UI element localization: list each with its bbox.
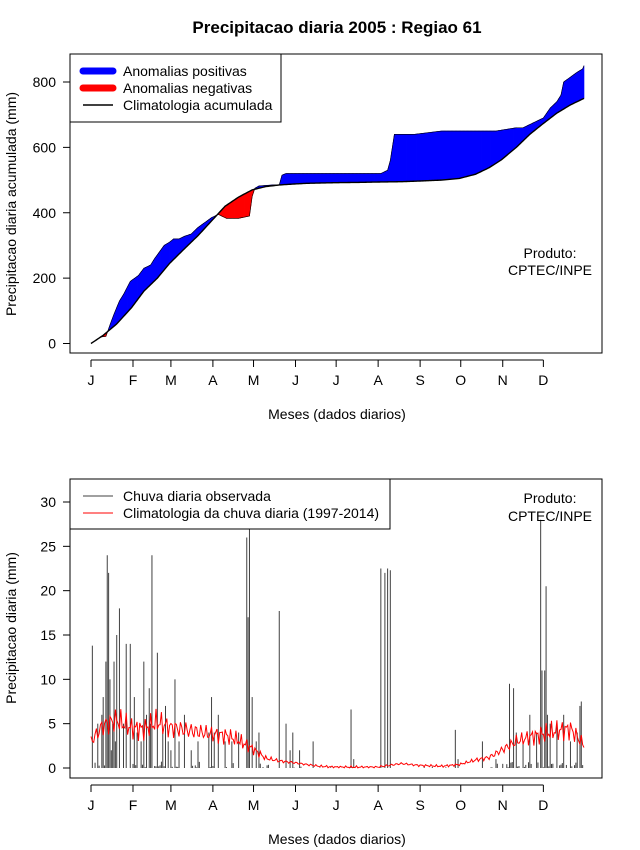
bottom-legend: Chuva diaria observada Climatologia da c…: [69, 478, 391, 530]
top-x-tick-label: S: [415, 372, 424, 388]
bottom-x-tick-label: A: [208, 797, 218, 813]
bottom-x-tick-label: N: [498, 797, 508, 813]
top-x-tick-label: D: [538, 372, 548, 388]
bottom-y-tick-label: 5: [48, 716, 56, 732]
bottom-y-tick-label: 10: [40, 671, 56, 687]
top-y-tick-label: 0: [48, 336, 56, 352]
bottom-x-tick-label: A: [373, 797, 383, 813]
legend-climatology-daily-label: Climatologia da chuva diaria (1997-2014): [123, 505, 379, 521]
bottom-y-axis-label: Precipitacao diaria (mm): [3, 552, 19, 704]
top-y-axis-label: Precipitacao diaria acumulada (mm): [3, 92, 19, 316]
observed-rain-bars: [91, 519, 584, 768]
top-y-tick-label: 400: [33, 205, 57, 221]
top-climatology-line: [90, 97, 585, 345]
bottom-x-tick-label: M: [165, 797, 177, 813]
bottom-x-tick-label: D: [538, 797, 548, 813]
top-legend: Anomalias positivas Anomalias negativas …: [69, 53, 282, 123]
top-y-tick-label: 200: [33, 270, 57, 286]
top-x-tick-label: F: [129, 372, 138, 388]
chart-title: Precipitacao diaria 2005 : Regiao 61: [192, 18, 481, 37]
bottom-x-axis-label: Meses (dados diarios): [268, 831, 406, 847]
bottom-panel: 0 5 10 15 20 25 30 J F M A M J J A S O N D Precipitacao d…: [3, 478, 603, 847]
bottom-x-tick-label: M: [248, 797, 260, 813]
top-x-tick-label: A: [208, 372, 218, 388]
top-credit-cptec: CPTEC/INPE: [508, 262, 592, 278]
bottom-x-tick-label: F: [129, 797, 138, 813]
legend-observed-label: Chuva diaria observada: [123, 488, 271, 504]
legend-positive-label: Anomalias positivas: [123, 63, 247, 79]
bottom-y-tick-label: 0: [48, 760, 56, 776]
bottom-climatology-line: [90, 708, 585, 769]
bottom-x-tick-label: J: [292, 797, 299, 813]
top-x-tick-label: O: [455, 372, 466, 388]
legend-negative-label: Anomalias negativas: [123, 80, 252, 96]
top-x-tick-label: A: [373, 372, 383, 388]
bottom-legend-box: [69, 478, 391, 530]
top-anomaly-areas: [90, 65, 585, 344]
top-y-tick-label: 800: [33, 74, 57, 90]
bottom-x-tick-label: J: [333, 797, 340, 813]
top-credit-produto: Produto:: [524, 245, 577, 261]
top-y-axis: 0 200 400 600 800: [33, 74, 71, 352]
legend-climatology-label: Climatologia acumulada: [123, 97, 273, 113]
bottom-credit-cptec: CPTEC/INPE: [508, 508, 592, 524]
bottom-y-tick-label: 20: [40, 583, 56, 599]
bottom-y-tick-label: 25: [40, 538, 56, 554]
top-x-tick-label: J: [292, 372, 299, 388]
top-x-tick-label: M: [165, 372, 177, 388]
top-x-tick-label: N: [498, 372, 508, 388]
top-panel: 0 200 400 600 800 J F M A M J J A S O N D Precipitacao …: [3, 53, 603, 422]
positive-anomaly-segment: [582, 65, 585, 100]
top-x-tick-label: J: [88, 372, 95, 388]
top-x-axis-label: Meses (dados diarios): [268, 406, 406, 422]
bottom-x-tick-label: J: [88, 797, 95, 813]
bottom-credit-produto: Produto:: [524, 490, 577, 506]
bottom-y-tick-label: 30: [40, 494, 56, 510]
bottom-y-tick-label: 15: [40, 627, 56, 643]
top-x-tick-label: J: [333, 372, 340, 388]
top-y-tick-label: 600: [33, 139, 57, 155]
bottom-x-tick-label: O: [455, 797, 466, 813]
bottom-x-tick-label: S: [415, 797, 424, 813]
top-x-tick-label: M: [248, 372, 260, 388]
observed-accumulated-outline: [90, 65, 585, 344]
bottom-y-axis: 0 5 10 15 20 25 30: [40, 494, 71, 776]
